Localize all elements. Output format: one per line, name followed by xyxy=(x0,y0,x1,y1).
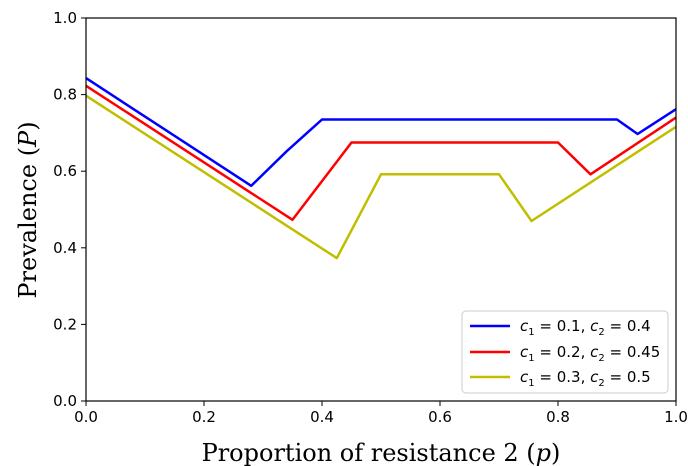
legend-label-2: c1 = 0.2, c2 = 0.45 xyxy=(520,343,660,364)
legend-box xyxy=(461,310,669,394)
series-line-2 xyxy=(85,84,677,222)
legend-entry-2: c1 = 0.2, c2 = 0.45 xyxy=(470,343,660,364)
plot-frame xyxy=(85,17,677,402)
x-tick-label-1: 0.2 xyxy=(192,408,216,426)
x-tick-label-4: 0.8 xyxy=(546,408,570,426)
y-tick-label-0: 0.0 xyxy=(53,392,77,410)
y-tick-label-2: 0.4 xyxy=(53,239,77,257)
axes: 0.0 0.2 0.4 0.6 0.8 1.0 0.0 0.2 0.4 0.6 0.8 1.0 xyxy=(53,9,688,426)
legend-entry-1: c1 = 0.1, c2 = 0.4 xyxy=(470,317,651,338)
series-line-3 xyxy=(85,94,677,260)
x-tick-label-5: 1.0 xyxy=(664,408,688,426)
y-tick-label-4: 0.8 xyxy=(53,86,77,104)
plot-area xyxy=(85,77,677,260)
series-line-1 xyxy=(85,77,677,188)
x-axis-label: Proportion of resistance 2 (p) xyxy=(202,439,561,466)
legend-label-1: c1 = 0.1, c2 = 0.4 xyxy=(520,317,651,338)
y-tick-label-3: 0.6 xyxy=(53,162,77,180)
legend-entry-3: c1 = 0.3, c2 = 0.5 xyxy=(470,368,651,389)
y-tick-label-5: 1.0 xyxy=(53,9,77,27)
x-tick-label-3: 0.6 xyxy=(428,408,452,426)
y-tick-label-1: 0.2 xyxy=(53,315,77,333)
legend: c1 = 0.1, c2 = 0.4 c1 = 0.2, c2 = 0.45 c… xyxy=(461,310,669,394)
x-tick-label-0: 0.0 xyxy=(74,408,98,426)
y-axis-label: Prevalence (P) xyxy=(14,121,42,298)
x-tick-label-2: 0.4 xyxy=(310,408,334,426)
legend-label-3: c1 = 0.3, c2 = 0.5 xyxy=(520,368,651,389)
